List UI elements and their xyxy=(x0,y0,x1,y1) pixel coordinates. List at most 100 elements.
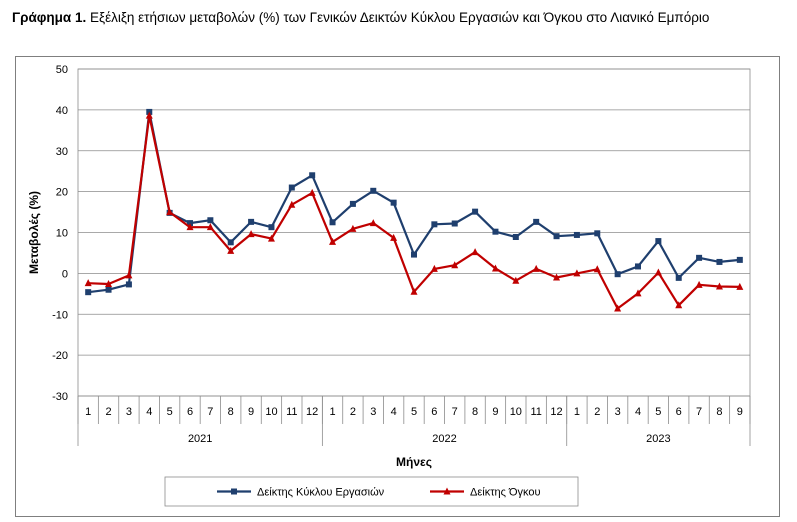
x-tick-label: 6 xyxy=(187,406,193,418)
data-point xyxy=(84,279,92,287)
data-point xyxy=(635,263,641,270)
data-point xyxy=(125,271,133,279)
data-point xyxy=(736,282,744,290)
legend-marker xyxy=(443,487,451,495)
x-tick-label: 2 xyxy=(594,406,600,418)
x-axis-title: Μήνες xyxy=(396,455,432,469)
y-tick-label: 30 xyxy=(56,146,68,158)
y-tick-label: 50 xyxy=(56,64,68,76)
x-tick-label: 4 xyxy=(146,406,152,418)
y-tick-label: -30 xyxy=(52,391,68,403)
data-point xyxy=(512,233,519,240)
series-line xyxy=(88,110,740,294)
y-tick-label: 10 xyxy=(56,228,68,240)
data-point xyxy=(431,221,438,228)
data-point xyxy=(369,219,377,227)
data-point xyxy=(227,246,235,254)
data-point xyxy=(471,248,479,256)
data-point xyxy=(370,187,377,194)
x-tick-label: 7 xyxy=(696,406,702,418)
x-tick-label: 11 xyxy=(286,406,297,418)
data-point xyxy=(105,280,113,288)
x-tick-label: 4 xyxy=(635,406,641,418)
x-tick-label: 8 xyxy=(228,406,234,418)
y-tick-label: -10 xyxy=(52,309,68,321)
y-axis-title: Μεταβολές (%) xyxy=(27,191,41,274)
x-tick-label: 9 xyxy=(737,406,743,418)
data-point xyxy=(634,289,642,297)
data-point xyxy=(451,220,458,227)
chart-frame xyxy=(15,56,780,517)
x-tick-label: 1 xyxy=(329,406,335,418)
data-point xyxy=(675,301,683,309)
data-point xyxy=(614,304,622,312)
y-tick-label: -20 xyxy=(52,350,68,362)
data-point xyxy=(247,230,255,238)
x-tick-label: 8 xyxy=(472,406,478,418)
data-point xyxy=(594,230,601,237)
x-tick-label: 9 xyxy=(248,406,254,418)
data-point xyxy=(655,238,662,245)
data-point xyxy=(85,289,92,296)
x-tick-label: 11 xyxy=(530,406,541,418)
data-point xyxy=(573,231,580,238)
x-tick-label: 12 xyxy=(550,406,562,418)
series-line xyxy=(88,114,740,310)
data-point xyxy=(716,258,723,265)
data-point xyxy=(390,199,397,206)
caption-text: Εξέλιξη ετήσιων μεταβολών (%) των Γενικώ… xyxy=(90,10,710,25)
plot-area-border xyxy=(77,68,751,397)
data-point xyxy=(329,219,336,226)
x-tick-label: 7 xyxy=(207,406,213,418)
year-label: 2022 xyxy=(432,433,456,445)
data-point xyxy=(206,223,214,231)
data-point xyxy=(532,264,540,272)
data-point xyxy=(105,286,112,293)
data-point xyxy=(573,269,581,277)
data-point xyxy=(654,268,662,276)
data-point xyxy=(512,276,520,284)
x-tick-label: 6 xyxy=(676,406,682,418)
data-point xyxy=(187,220,193,227)
x-tick-label: 5 xyxy=(655,406,661,418)
data-point xyxy=(696,254,703,261)
caption-label: Γράφημα 1. xyxy=(12,10,87,25)
legend-label: Δείκτης Όγκου xyxy=(470,487,541,499)
data-point xyxy=(736,256,743,263)
data-point xyxy=(553,273,561,281)
data-point xyxy=(186,223,194,231)
x-tick-label: 3 xyxy=(126,406,132,418)
data-point xyxy=(390,233,398,241)
x-tick-label: 6 xyxy=(431,406,437,418)
x-tick-label: 12 xyxy=(306,406,318,418)
data-point xyxy=(675,274,682,281)
x-tick-label: 3 xyxy=(615,406,621,418)
data-point xyxy=(410,287,418,295)
x-tick-label: 4 xyxy=(391,406,397,418)
x-tick-label: 1 xyxy=(85,406,91,418)
data-point xyxy=(492,228,499,235)
data-point xyxy=(329,237,337,245)
x-tick-label: 1 xyxy=(574,406,580,418)
y-tick-label: 40 xyxy=(56,105,68,117)
data-point xyxy=(411,251,417,258)
x-tick-label: 7 xyxy=(452,406,458,418)
x-tick-label: 3 xyxy=(370,406,376,418)
data-point xyxy=(430,264,438,272)
data-point xyxy=(472,208,479,215)
data-point xyxy=(145,111,153,119)
data-point xyxy=(451,261,459,269)
y-tick-label: 0 xyxy=(62,268,68,280)
chart-caption: Γράφημα 1. Εξέλιξη ετήσιων μεταβολών (%)… xyxy=(12,10,709,25)
data-point xyxy=(288,184,295,191)
x-tick-label: 2 xyxy=(350,406,356,418)
data-point xyxy=(288,200,296,208)
x-tick-label: 5 xyxy=(411,406,417,418)
x-tick-label: 10 xyxy=(265,406,277,418)
year-label: 2023 xyxy=(646,433,670,445)
data-point xyxy=(491,264,499,272)
data-point xyxy=(309,172,316,179)
data-point xyxy=(227,239,234,246)
data-point xyxy=(349,224,357,232)
